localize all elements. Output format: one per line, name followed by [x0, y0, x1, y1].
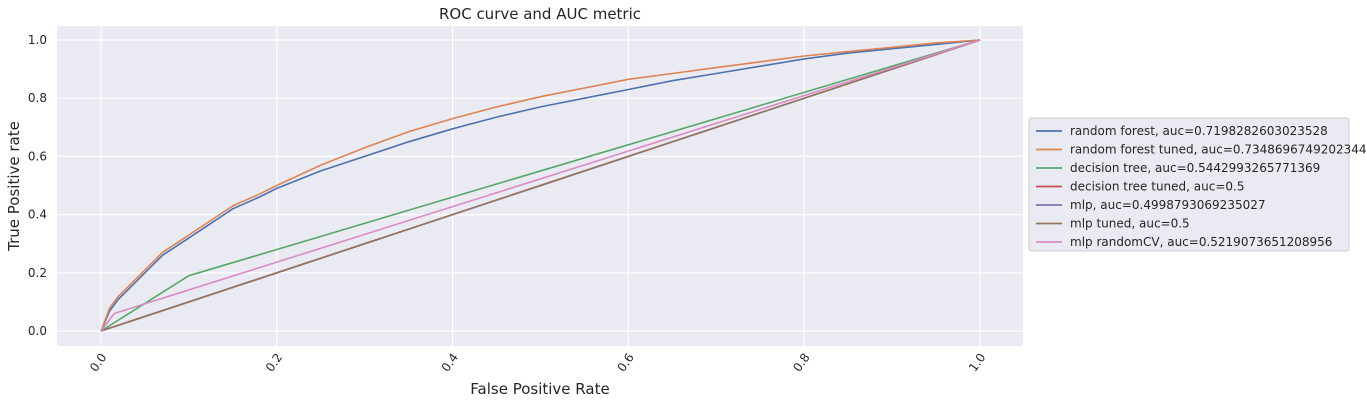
y-ticks: 0.0 0.2 0.4 0.6 0.8 1.0: [28, 33, 47, 338]
series-lines: [100, 39, 981, 332]
series-line-2: [100, 39, 981, 332]
legend-entry-2: decision tree, auc=0.5442993265771369: [1070, 161, 1320, 175]
y-tick-label: 0.0: [28, 324, 47, 338]
x-tick-label: 0.0: [87, 351, 109, 375]
legend-entry-5: mlp tuned, auc=0.5: [1070, 217, 1190, 231]
x-tick-label: 0.4: [439, 351, 461, 375]
x-tick-label: 0.8: [790, 351, 812, 375]
grid: [57, 26, 1023, 346]
y-tick-label: 1.0: [28, 33, 47, 47]
series-line-1: [100, 39, 981, 332]
x-tick-label: 0.2: [263, 351, 285, 375]
y-axis-label: True Positive rate: [5, 121, 23, 252]
legend-entry-6: mlp randomCV, auc=0.5219073651208956: [1070, 235, 1332, 249]
x-ticks: 0.0 0.2 0.4 0.6 0.8 1.0: [87, 351, 988, 375]
y-tick-label: 0.6: [28, 149, 47, 163]
y-tick-label: 0.4: [28, 208, 47, 222]
legend-box: [1028, 117, 1350, 252]
x-tick-label: 0.6: [614, 351, 636, 375]
series-line-0: [100, 39, 981, 332]
legend: random forest, auc=0.7198282603023528 ran…: [1028, 117, 1366, 252]
chart-title: ROC curve and AUC metric: [439, 5, 641, 23]
x-tick-label: 1.0: [966, 351, 988, 375]
legend-entry-1: random forest tuned, auc=0.7348696749202…: [1070, 143, 1366, 157]
legend-entry-4: mlp, auc=0.4998793069235027: [1070, 198, 1266, 212]
legend-entry-3: decision tree tuned, auc=0.5: [1070, 180, 1244, 194]
y-tick-label: 0.2: [28, 266, 47, 280]
x-axis-label: False Positive Rate: [470, 380, 609, 398]
legend-entry-0: random forest, auc=0.7198282603023528: [1070, 124, 1328, 138]
series-line-6: [100, 39, 981, 332]
y-tick-label: 0.8: [28, 91, 47, 105]
series-line-5: [100, 39, 981, 332]
